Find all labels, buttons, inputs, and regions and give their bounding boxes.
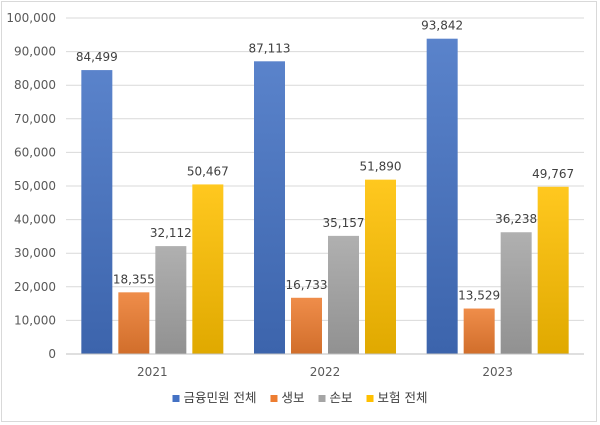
bar — [81, 70, 113, 354]
data-label: 50,467 — [187, 164, 229, 178]
y-tick-label: 10,000 — [14, 313, 56, 327]
data-labels: 84,499 18,355 32,112 50,467 87,113 16,733 35,1… — [76, 19, 574, 303]
y-tick-label: 90,000 — [14, 45, 56, 59]
y-tick-label: 100,000 — [6, 11, 56, 25]
bars — [81, 38, 569, 354]
data-label: 93,842 — [421, 19, 463, 33]
y-tick-label: 70,000 — [14, 112, 56, 126]
bar — [463, 308, 495, 354]
bar — [365, 179, 396, 354]
bar — [254, 61, 285, 354]
y-tick-label: 80,000 — [14, 78, 56, 92]
data-label: 13,529 — [458, 289, 500, 303]
legend-swatch — [318, 395, 326, 402]
legend: 금융민원 전체 생보 손보 보험 전체 — [172, 390, 428, 405]
bar — [426, 38, 458, 354]
legend-item: 손보 — [318, 390, 353, 405]
data-label: 16,733 — [286, 278, 328, 292]
legend-swatch — [172, 395, 180, 402]
legend-item: 보험 전체 — [366, 390, 428, 405]
legend-label: 보험 전체 — [378, 390, 428, 405]
data-label: 51,890 — [360, 160, 402, 174]
bar — [537, 186, 569, 354]
bar — [155, 246, 187, 354]
bar — [328, 235, 359, 354]
bar — [500, 232, 532, 354]
legend-swatch — [270, 395, 278, 402]
data-label: 49,767 — [532, 167, 574, 181]
x-tick-label: 2021 — [137, 365, 168, 379]
legend-swatch — [366, 395, 374, 402]
legend-item: 금융민원 전체 — [172, 390, 257, 405]
bar — [192, 184, 224, 354]
legend-item: 생보 — [270, 390, 305, 405]
bar — [118, 292, 150, 354]
x-tick-label: 2023 — [482, 365, 513, 379]
y-tick-label: 0 — [48, 347, 56, 361]
legend-label: 손보 — [330, 390, 353, 405]
x-axis-tick-labels: 2021 2022 2023 — [137, 365, 513, 379]
gridlines — [66, 17, 584, 321]
y-tick-label: 40,000 — [14, 213, 56, 227]
data-label: 32,112 — [150, 226, 192, 240]
y-tick-label: 30,000 — [14, 246, 56, 260]
legend-label: 금융민원 전체 — [184, 390, 257, 405]
y-axis-tick-labels: 0 10,000 20,000 30,000 40,000 50,000 60,000 70,… — [6, 11, 56, 361]
x-tick-label: 2022 — [310, 365, 341, 379]
y-tick-label: 50,000 — [14, 179, 56, 193]
data-label: 18,355 — [113, 272, 155, 286]
bar — [291, 297, 322, 354]
y-tick-label: 20,000 — [14, 280, 56, 294]
legend-label: 생보 — [281, 390, 304, 405]
data-label: 36,238 — [495, 212, 537, 226]
y-tick-label: 60,000 — [14, 145, 56, 159]
data-label: 35,157 — [323, 216, 365, 230]
data-label: 84,499 — [76, 50, 118, 64]
data-label: 87,113 — [249, 41, 291, 55]
